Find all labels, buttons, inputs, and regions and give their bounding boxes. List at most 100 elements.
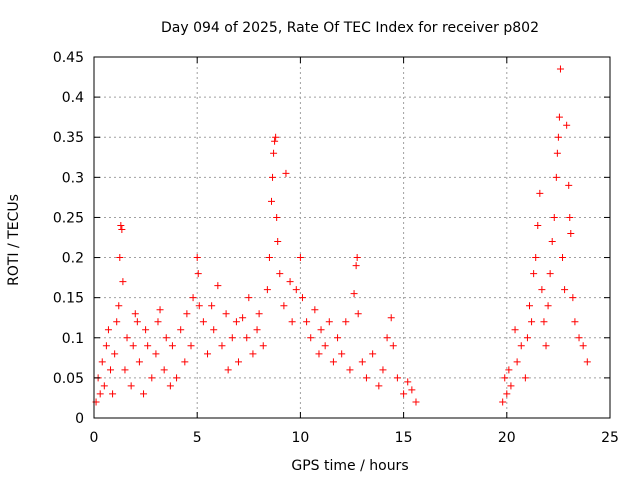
data-point — [269, 173, 277, 181]
data-point — [526, 302, 534, 310]
data-point — [383, 334, 391, 342]
data-point — [389, 342, 397, 350]
data-point — [553, 149, 561, 157]
data-point — [565, 181, 573, 189]
data-point — [270, 149, 278, 157]
data-point — [148, 374, 156, 382]
data-point — [532, 254, 540, 262]
data-point — [561, 286, 569, 294]
data-point — [129, 342, 137, 350]
data-point — [408, 386, 416, 394]
x-axis: 0 5 10 15 20 25 — [90, 57, 619, 446]
data-point — [511, 326, 519, 334]
data-point — [274, 238, 282, 246]
data-point — [303, 318, 311, 326]
data-point — [183, 310, 191, 318]
data-point — [116, 254, 124, 262]
data-point — [102, 342, 110, 350]
data-point — [127, 382, 135, 390]
y-tick-label: 0.25 — [53, 210, 84, 226]
data-point — [546, 270, 554, 278]
data-point — [298, 294, 306, 302]
data-point — [369, 350, 377, 358]
data-point — [166, 382, 174, 390]
x-tick-label: 15 — [395, 430, 413, 446]
data-point — [253, 326, 261, 334]
x-tick-label: 10 — [291, 430, 309, 446]
plot-frame — [93, 56, 611, 419]
data-point — [144, 342, 152, 350]
data-point — [140, 390, 148, 398]
data-point — [218, 342, 226, 350]
data-point — [232, 318, 240, 326]
data-point — [517, 342, 525, 350]
data-point — [286, 278, 294, 286]
data-point — [243, 334, 251, 342]
data-point — [96, 390, 104, 398]
data-point — [208, 302, 216, 310]
data-point — [107, 366, 115, 374]
data-point — [400, 390, 408, 398]
data-point — [228, 334, 236, 342]
data-point — [113, 318, 121, 326]
data-point — [503, 390, 511, 398]
data-point — [222, 310, 230, 318]
data-point — [571, 318, 579, 326]
data-point — [121, 366, 129, 374]
data-point — [362, 374, 370, 382]
data-point — [569, 294, 577, 302]
data-point — [404, 378, 412, 386]
x-tick-label: 0 — [90, 430, 99, 446]
data-point — [234, 358, 242, 366]
data-point — [583, 358, 591, 366]
data-point — [194, 270, 202, 278]
data-point — [563, 121, 571, 129]
data-point — [521, 374, 529, 382]
data-point — [544, 302, 552, 310]
data-point — [131, 310, 139, 318]
data-point — [311, 306, 319, 314]
data-point — [325, 318, 333, 326]
data-point — [268, 197, 276, 205]
x-tick-label: 25 — [601, 430, 619, 446]
data-point — [555, 113, 563, 121]
data-point — [154, 318, 162, 326]
data-point — [119, 278, 127, 286]
data-point — [214, 282, 222, 290]
data-point — [135, 358, 143, 366]
data-point — [540, 318, 548, 326]
data-point — [259, 342, 267, 350]
data-point — [280, 302, 288, 310]
data-point — [142, 326, 150, 334]
data-point — [272, 133, 280, 141]
data-point — [505, 366, 513, 374]
grid-lines — [94, 57, 610, 418]
data-point — [156, 306, 164, 314]
data-point — [579, 342, 587, 350]
data-point — [507, 382, 515, 390]
data-point — [523, 334, 531, 342]
data-point — [288, 318, 296, 326]
data-point — [575, 334, 583, 342]
data-point — [195, 302, 203, 310]
data-point — [177, 326, 185, 334]
data-point — [263, 286, 271, 294]
data-point — [567, 229, 575, 237]
data-point — [249, 350, 257, 358]
data-point — [265, 254, 273, 262]
data-point — [292, 286, 300, 294]
data-point — [352, 262, 360, 270]
data-point — [307, 334, 315, 342]
data-point — [412, 398, 420, 406]
data-point — [393, 374, 401, 382]
data-point — [501, 374, 509, 382]
y-tick-label: 0.1 — [62, 331, 84, 347]
data-point — [199, 318, 207, 326]
data-points — [92, 65, 591, 406]
data-point — [98, 358, 106, 366]
data-point — [255, 310, 263, 318]
data-point — [338, 350, 346, 358]
data-point — [224, 366, 232, 374]
data-point — [350, 290, 358, 298]
